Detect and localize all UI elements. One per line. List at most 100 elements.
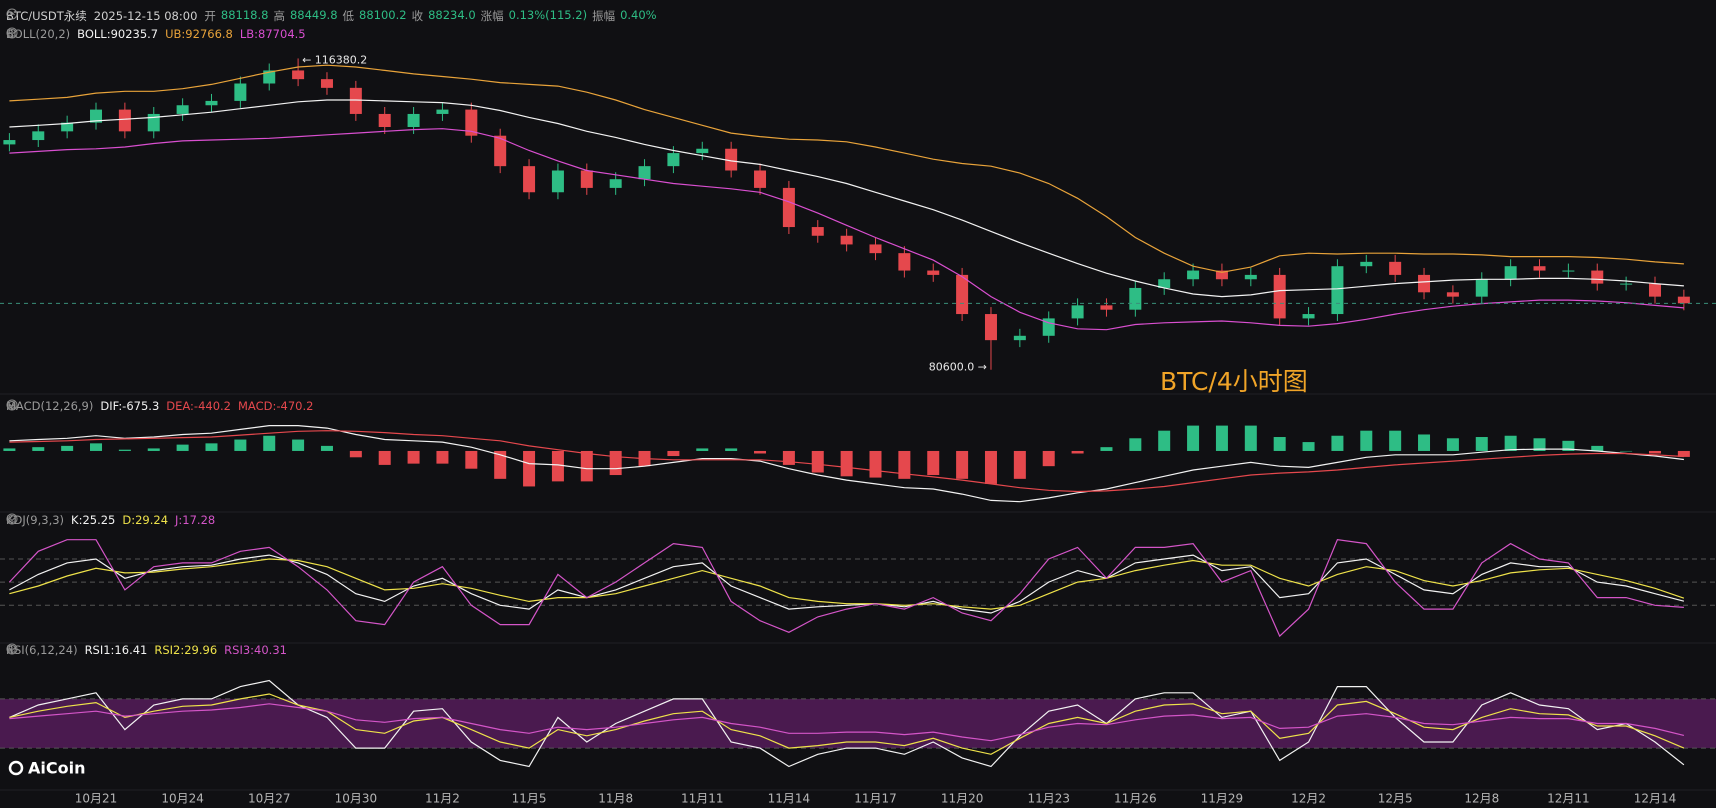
candle-body xyxy=(263,70,276,84)
macd-bar xyxy=(840,450,853,477)
legend-row: RSI(6,12,24) RSI1:16.41 RSI2:29.96 RSI3:40.… xyxy=(6,643,287,657)
x-tick-label: 12月2 xyxy=(1291,792,1326,806)
candle-body xyxy=(1129,287,1142,310)
candle-body xyxy=(1533,266,1546,271)
macd-bar xyxy=(898,450,911,479)
candle-body xyxy=(1071,305,1084,319)
candle-body xyxy=(1648,283,1661,297)
candle-body xyxy=(898,253,911,271)
x-tick-label: 12月14 xyxy=(1634,792,1677,806)
candle-body xyxy=(1389,261,1402,275)
macd-bar xyxy=(205,443,218,451)
indicator-name: RSI(6,12,24) xyxy=(6,643,78,657)
collapse-icon[interactable] xyxy=(6,643,18,655)
candle-body xyxy=(984,314,997,341)
x-tick-label: 11月23 xyxy=(1027,792,1070,806)
macd-bar xyxy=(407,450,420,464)
collapse-icon[interactable] xyxy=(6,27,18,39)
candle-body xyxy=(696,148,709,154)
macd-bar xyxy=(465,450,478,469)
x-tick-label: 11月14 xyxy=(768,792,811,806)
candle-body xyxy=(725,148,738,171)
macd-bar xyxy=(292,439,305,451)
candle-body xyxy=(1042,318,1055,336)
macd-bar xyxy=(1648,450,1661,454)
legend-entry: BOLL:90235.7 xyxy=(77,27,159,41)
candle-body xyxy=(840,235,853,245)
candle-body xyxy=(1677,296,1690,304)
alert-icon[interactable] xyxy=(6,513,18,525)
macd-bar xyxy=(869,450,882,478)
alert-icon[interactable] xyxy=(6,27,18,39)
macd-bar xyxy=(1591,445,1604,451)
candle-body xyxy=(1100,305,1113,310)
macd-bar xyxy=(782,450,795,465)
macd-bar xyxy=(234,439,247,451)
collapse-icon[interactable] xyxy=(6,513,18,525)
macd-bar xyxy=(349,450,362,458)
x-tick-label: 11月11 xyxy=(681,792,724,806)
indicator-name: BOLL(20,2) xyxy=(6,27,71,41)
info-label: 振幅 xyxy=(592,9,616,23)
candle-body xyxy=(1475,279,1488,297)
candle-body xyxy=(1360,261,1373,267)
indicator-name: KDJ(9,3,3) xyxy=(6,513,65,527)
x-tick-label: 10月21 xyxy=(75,792,118,806)
candle-body xyxy=(1302,314,1315,319)
candle-body xyxy=(1446,292,1459,297)
alert-icon[interactable] xyxy=(6,643,18,655)
candle-body xyxy=(667,153,680,167)
macd-bar xyxy=(1071,450,1084,454)
macd-bar xyxy=(927,450,940,476)
candle-body xyxy=(494,135,507,167)
collapse-icon[interactable] xyxy=(6,399,18,411)
macd-bar xyxy=(1360,430,1373,451)
macd-bar xyxy=(3,448,16,451)
candle-body xyxy=(1620,283,1633,285)
candle-body xyxy=(956,274,969,315)
candle-body xyxy=(349,87,362,114)
info-label: 涨幅 xyxy=(480,9,504,23)
macd-bar xyxy=(956,450,969,479)
candle-body xyxy=(1562,270,1575,272)
x-tick-label: 10月27 xyxy=(248,792,291,806)
logo-text: AiCoin xyxy=(28,759,85,778)
x-tick-label: 12月8 xyxy=(1464,792,1499,806)
logo: AiCoin xyxy=(8,759,85,778)
candle-body xyxy=(147,113,160,132)
candle-body xyxy=(465,109,478,136)
candle-body xyxy=(205,100,218,106)
macd-bar xyxy=(118,449,131,451)
legend-entry: D:29.24 xyxy=(122,513,169,527)
x-tick-label: 11月5 xyxy=(512,792,547,806)
collapse-icon[interactable] xyxy=(6,8,18,20)
indicator-line xyxy=(9,554,1685,614)
x-tick-label: 11月20 xyxy=(941,792,984,806)
macd-bar xyxy=(176,444,189,451)
macd-bar xyxy=(1129,438,1142,451)
info-value: 0.40% xyxy=(620,8,657,22)
watermark: BTC/4小时图 xyxy=(1160,367,1308,396)
alert-icon[interactable] xyxy=(6,399,18,411)
legend-row: BOLL(20,2) BOLL:90235.7 UB:92766.8 LB:87704… xyxy=(6,27,306,41)
macd-bar xyxy=(90,443,103,451)
x-tick-label: 11月17 xyxy=(854,792,897,806)
candle-body xyxy=(90,109,103,123)
macd-bar xyxy=(320,445,333,451)
macd-bar xyxy=(1187,425,1200,451)
macd-bar xyxy=(263,435,276,451)
low-annotation: 80600.0 → xyxy=(929,361,987,374)
indicator-line xyxy=(9,64,1684,273)
macd-bar xyxy=(1100,447,1113,451)
legend-row: KDJ(9,3,3) K:25.25 D:29.24 J:17.28 xyxy=(6,513,215,527)
macd-bar xyxy=(1042,450,1055,467)
candle-body xyxy=(754,170,767,188)
macd-bar xyxy=(1562,440,1575,451)
legend-entry: RSI2:29.96 xyxy=(154,643,218,657)
macd-bar xyxy=(811,450,824,473)
macd-bar xyxy=(984,450,997,484)
candle-body xyxy=(378,113,391,127)
candle-body xyxy=(1273,274,1286,319)
macd-bar xyxy=(551,450,564,482)
